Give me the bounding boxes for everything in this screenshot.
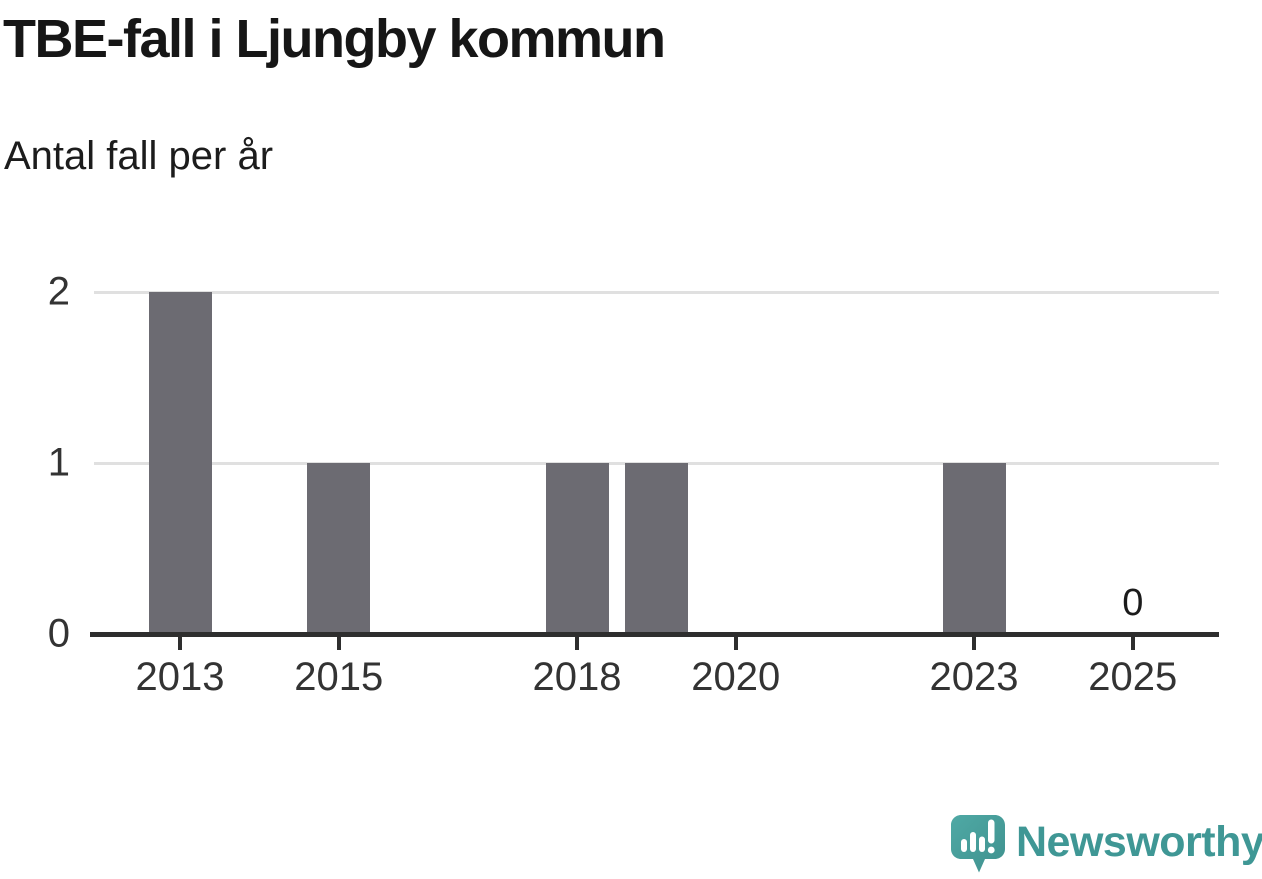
x-tick-2025: [1130, 637, 1135, 650]
bar-2015: [307, 463, 371, 634]
bar-2018: [545, 463, 609, 634]
x-tick-label-2015: 2015: [294, 655, 384, 699]
y-tick-label-1: 1: [47, 440, 70, 485]
bar-2013: [148, 292, 212, 634]
newsworthy-logo-icon: [951, 815, 1005, 873]
x-tick-label-2023: 2023: [929, 655, 1019, 699]
x-tick-label-2018: 2018: [532, 655, 622, 699]
x-tick-2020: [733, 637, 738, 650]
bar-2023: [942, 463, 1006, 634]
x-tick-2015: [336, 637, 341, 650]
x-tick-2018: [575, 637, 579, 650]
y-tick-label-0: 0: [47, 611, 70, 656]
chart-subtitle: Antal fall per år: [4, 134, 274, 178]
x-tick-2013: [178, 637, 182, 650]
value-label-2025: 0: [1122, 582, 1144, 624]
chart-title: TBE-fall i Ljungby kommun: [3, 9, 666, 69]
newsworthy-logo: Newsworthy: [948, 812, 1262, 876]
gridline-2: [94, 291, 1219, 294]
newsworthy-logo-text: Newsworthy: [1016, 818, 1262, 866]
x-tick-label-2013: 2013: [135, 655, 225, 699]
y-tick-label-2: 2: [47, 269, 70, 314]
x-tick-label-2020: 2020: [691, 655, 781, 699]
x-tick-2023: [972, 637, 976, 650]
x-axis-line: [90, 632, 1219, 637]
bar-2019: [624, 463, 688, 634]
x-tick-label-2025: 2025: [1088, 655, 1178, 699]
